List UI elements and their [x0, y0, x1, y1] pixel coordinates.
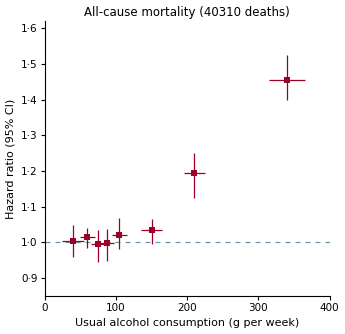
Y-axis label: Hazard ratio (95% CI): Hazard ratio (95% CI) [6, 99, 16, 219]
X-axis label: Usual alcohol consumption (g per week): Usual alcohol consumption (g per week) [75, 318, 299, 328]
Title: All-cause mortality (40310 deaths): All-cause mortality (40310 deaths) [84, 6, 290, 19]
